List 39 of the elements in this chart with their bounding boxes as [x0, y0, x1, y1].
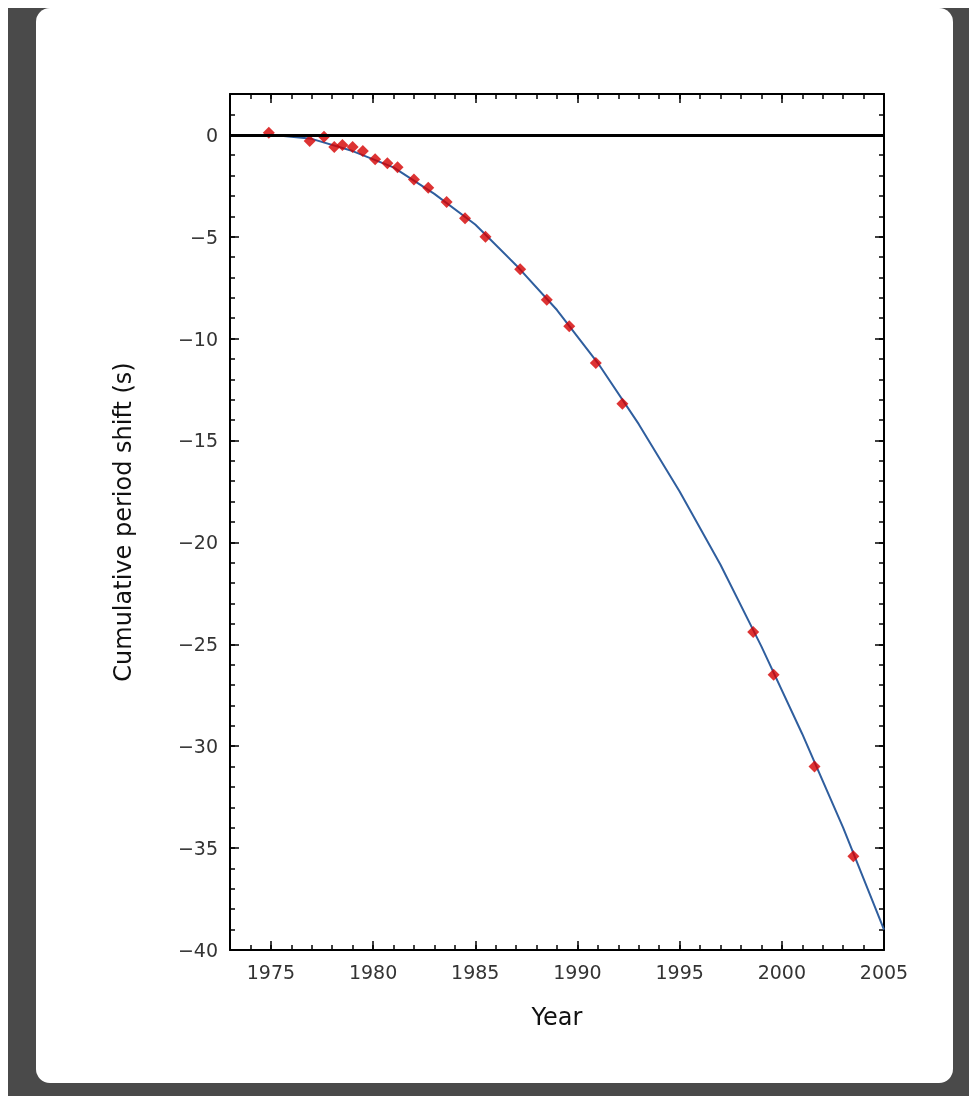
point — [589, 357, 602, 370]
point — [328, 140, 341, 153]
point — [747, 626, 760, 639]
x-tick-label: 1990 — [553, 960, 602, 983]
x-tick-label: 2005 — [859, 960, 909, 983]
y-tick-label: 0 — [205, 123, 218, 146]
x-tick-label: 1995 — [655, 960, 704, 983]
y-axis-title: Cumulative period shift (s) — [109, 362, 137, 682]
y-tick-label: −30 — [177, 735, 218, 758]
point — [336, 138, 349, 151]
y-tick-label: −40 — [177, 939, 218, 961]
y-tick-label: −25 — [177, 633, 218, 656]
point — [808, 760, 821, 773]
point — [381, 157, 394, 170]
point — [479, 230, 492, 243]
point — [847, 850, 860, 863]
point — [422, 181, 435, 194]
x-axis-title: Year — [530, 1003, 583, 1031]
point — [407, 173, 420, 186]
point — [440, 196, 453, 209]
point — [767, 668, 780, 681]
y-tick-label: −35 — [177, 837, 218, 860]
point — [346, 140, 359, 153]
point — [540, 293, 553, 306]
point — [616, 397, 629, 410]
point — [459, 212, 472, 225]
x-tick-label: 1980 — [348, 960, 398, 983]
point — [514, 263, 527, 276]
y-tick-label: −5 — [189, 225, 218, 248]
point — [391, 161, 404, 174]
point — [356, 145, 369, 158]
point — [369, 153, 382, 166]
y-tick-label: −20 — [177, 531, 218, 554]
point — [563, 320, 576, 333]
x-tick-label: 2000 — [757, 960, 806, 983]
x-tick-label: 1975 — [246, 960, 296, 983]
y-tick-label: −10 — [177, 327, 218, 350]
x-tick-label: 1985 — [451, 960, 500, 983]
y-tick-label: −15 — [177, 429, 218, 452]
